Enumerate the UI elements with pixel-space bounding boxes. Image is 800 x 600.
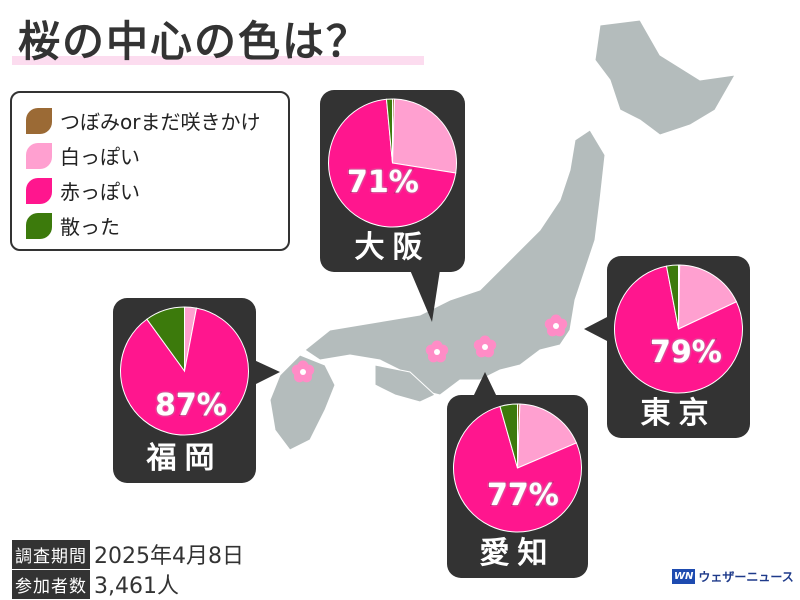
- participants-label: 参加者数: [12, 569, 90, 599]
- legend-item-bud: つぼみorまだ咲きかけ: [26, 103, 288, 138]
- sakura-marker-icon: [425, 340, 449, 363]
- tokyo-percent-label: 79%: [649, 334, 723, 371]
- sakura-marker-icon: [544, 314, 568, 337]
- legend-item-fallen: 散った: [26, 208, 288, 243]
- logo-mark: WN: [672, 569, 696, 584]
- logo-text: ウェザーニュース: [698, 570, 794, 584]
- osaka-pie-chart: [328, 98, 457, 228]
- pie-slice-fallen: [665, 264, 679, 330]
- aichi-callout-pointer: [473, 372, 497, 397]
- legend-item-white: 白っぽい: [26, 138, 288, 173]
- tokyo-callout-pointer: [584, 316, 609, 342]
- pie-slice-fallen: [385, 98, 393, 164]
- pie-slice-fallen: [146, 306, 185, 373]
- petal-icon: [26, 212, 52, 239]
- aichi-pie-card: 77% 愛知: [447, 395, 588, 578]
- aichi-pie-chart: [453, 403, 582, 533]
- tokyo-city-label: 東京: [640, 396, 717, 431]
- petal-icon: [26, 107, 52, 134]
- page-title: 桜の中心の色は？: [18, 17, 371, 66]
- pie-slice-white: [516, 403, 578, 469]
- title-underline: [12, 56, 424, 65]
- fukuoka-pie-chart: [120, 306, 249, 436]
- legend: つぼみorまだ咲きかけ 白っぽい 赤っぽい 散った: [10, 91, 290, 251]
- weathernews-logo: WN ウェザーニュース: [672, 568, 794, 585]
- aichi-city-label: 愛知: [479, 536, 556, 571]
- legend-label: 散った: [60, 215, 120, 239]
- osaka-pie-card: 71% 大阪: [320, 90, 465, 272]
- fukuoka-city-label: 福岡: [146, 441, 223, 476]
- fukuoka-callout-pointer: [254, 360, 280, 385]
- legend-label: つぼみorまだ咲きかけ: [60, 110, 261, 134]
- osaka-percent-label: 71%: [346, 164, 420, 201]
- pie-slice-fallen: [499, 403, 518, 469]
- sakura-marker-icon: [291, 360, 315, 383]
- pie-slice-red: [614, 265, 743, 394]
- legend-label: 白っぽい: [60, 145, 140, 169]
- fukuoka-percent-label: 87%: [154, 387, 228, 424]
- petal-icon: [26, 142, 52, 169]
- pie-slice-red: [453, 405, 582, 533]
- period-value: 2025年4月8日: [94, 544, 244, 569]
- fukuoka-pie-card: 87% 福岡: [113, 298, 256, 483]
- survey-period: 調査期間 2025年4月8日: [12, 538, 244, 570]
- participants: 参加者数 3,461人: [12, 568, 179, 600]
- legend-item-red: 赤っぽい: [26, 173, 288, 208]
- participants-value: 3,461人: [94, 574, 179, 599]
- sakura-marker-icon: [473, 335, 497, 358]
- legend-label: 赤っぽい: [60, 180, 140, 204]
- tokyo-pie-chart: [614, 264, 743, 394]
- pie-slice-red: [328, 98, 457, 228]
- osaka-callout-pointer: [410, 270, 440, 322]
- pie-slice-white: [677, 264, 738, 330]
- osaka-city-label: 大阪: [354, 230, 431, 265]
- tokyo-pie-card: 79% 東京: [607, 256, 750, 438]
- petal-icon: [26, 177, 52, 204]
- period-label: 調査期間: [12, 539, 90, 569]
- pie-slice-white: [391, 98, 457, 174]
- aichi-percent-label: 77%: [486, 477, 560, 514]
